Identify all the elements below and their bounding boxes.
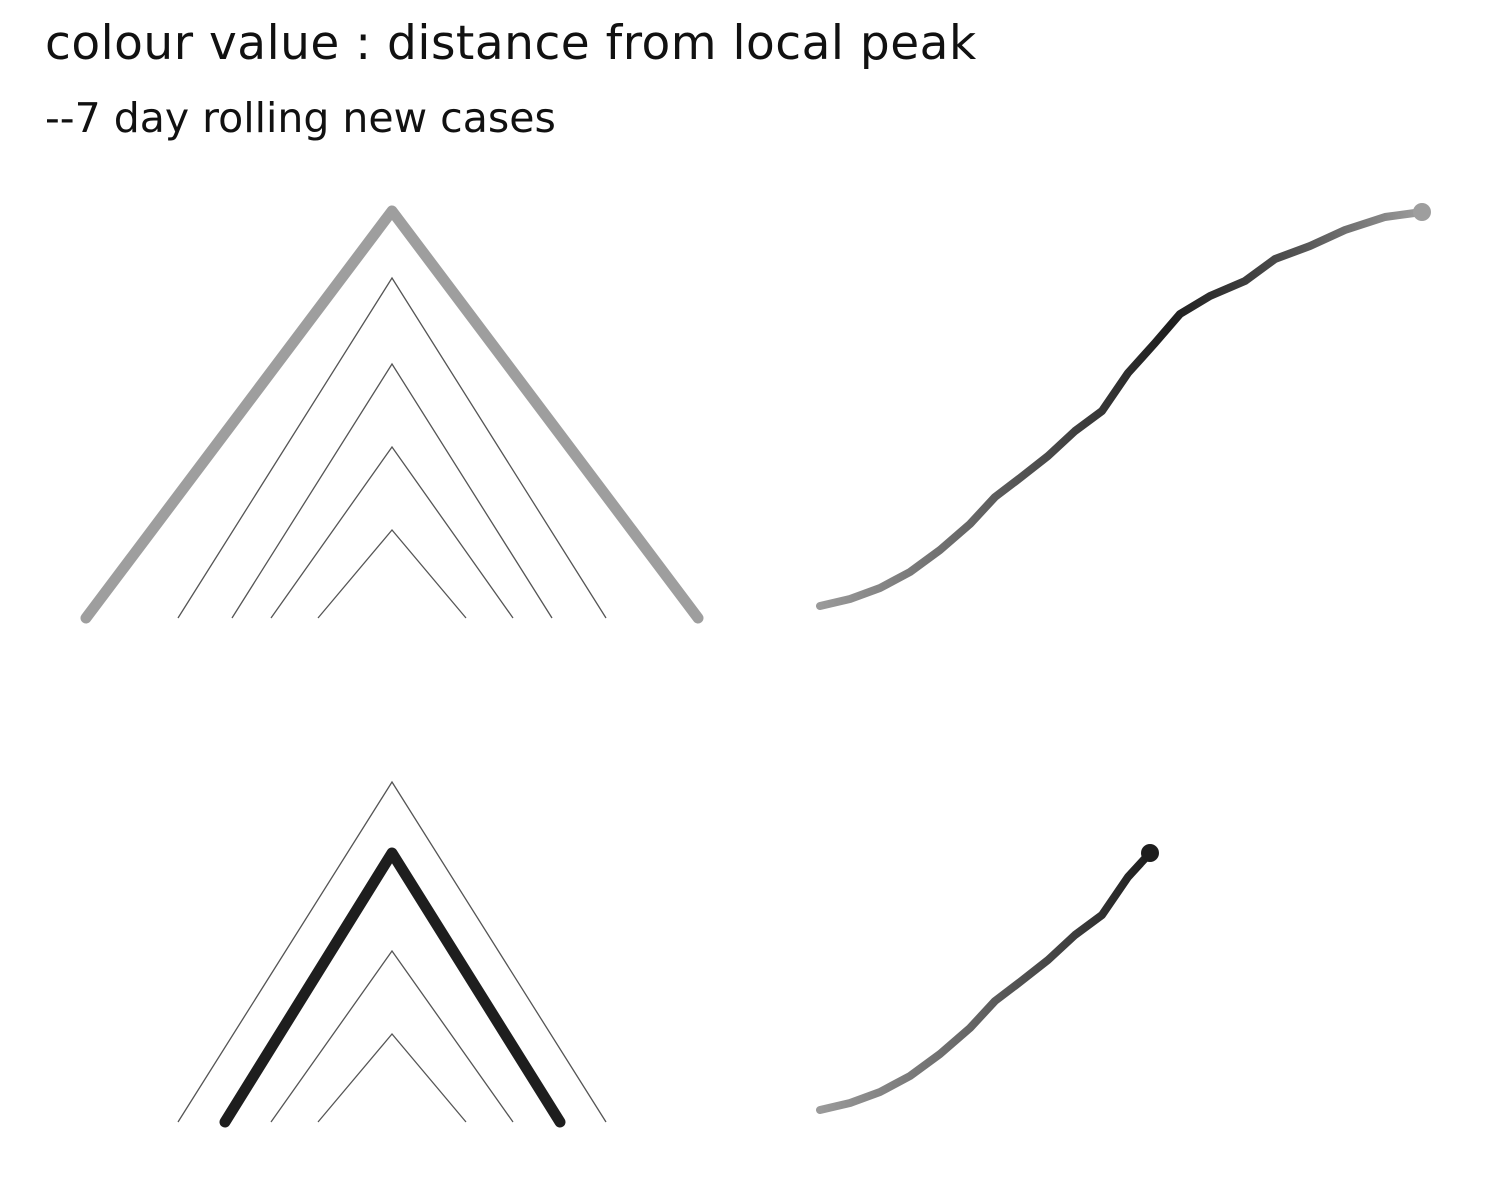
top-chevrons bbox=[80, 205, 704, 624]
bottom-chevrons bbox=[177, 780, 607, 1128]
bottom-case-curve bbox=[816, 849, 1154, 1114]
bottom-chevron-highlight bbox=[219, 847, 566, 1128]
bottom-curve-group bbox=[816, 844, 1159, 1114]
top-case-curve bbox=[816, 208, 1426, 610]
top-chevron-outer bbox=[80, 205, 704, 624]
top-chevron-2 bbox=[177, 276, 607, 619]
bottom-chevron-outer bbox=[177, 780, 607, 1123]
page-subtitle: --7 day rolling new cases bbox=[45, 94, 556, 142]
top-curve-group bbox=[816, 203, 1431, 610]
bottom-curve-end-marker bbox=[1141, 844, 1159, 862]
top-chevron-5 bbox=[317, 528, 467, 619]
page-title: colour value : distance from local peak bbox=[45, 16, 977, 71]
bottom-chevron-4 bbox=[317, 1032, 467, 1123]
top-curve-end-marker bbox=[1413, 203, 1431, 221]
top-chevron-3 bbox=[231, 362, 553, 619]
top-chevron-4 bbox=[270, 445, 514, 619]
bottom-chevron-3 bbox=[270, 949, 514, 1123]
